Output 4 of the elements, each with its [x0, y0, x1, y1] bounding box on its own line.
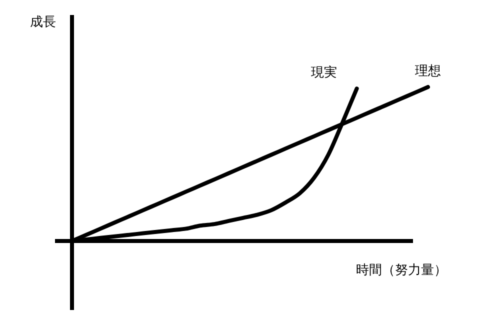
series-label: 理想	[415, 64, 441, 79]
series-label: 現実	[310, 64, 337, 81]
y-axis-title: 成長	[30, 15, 56, 30]
x-axis-title: 時間（努力量）	[356, 263, 447, 278]
